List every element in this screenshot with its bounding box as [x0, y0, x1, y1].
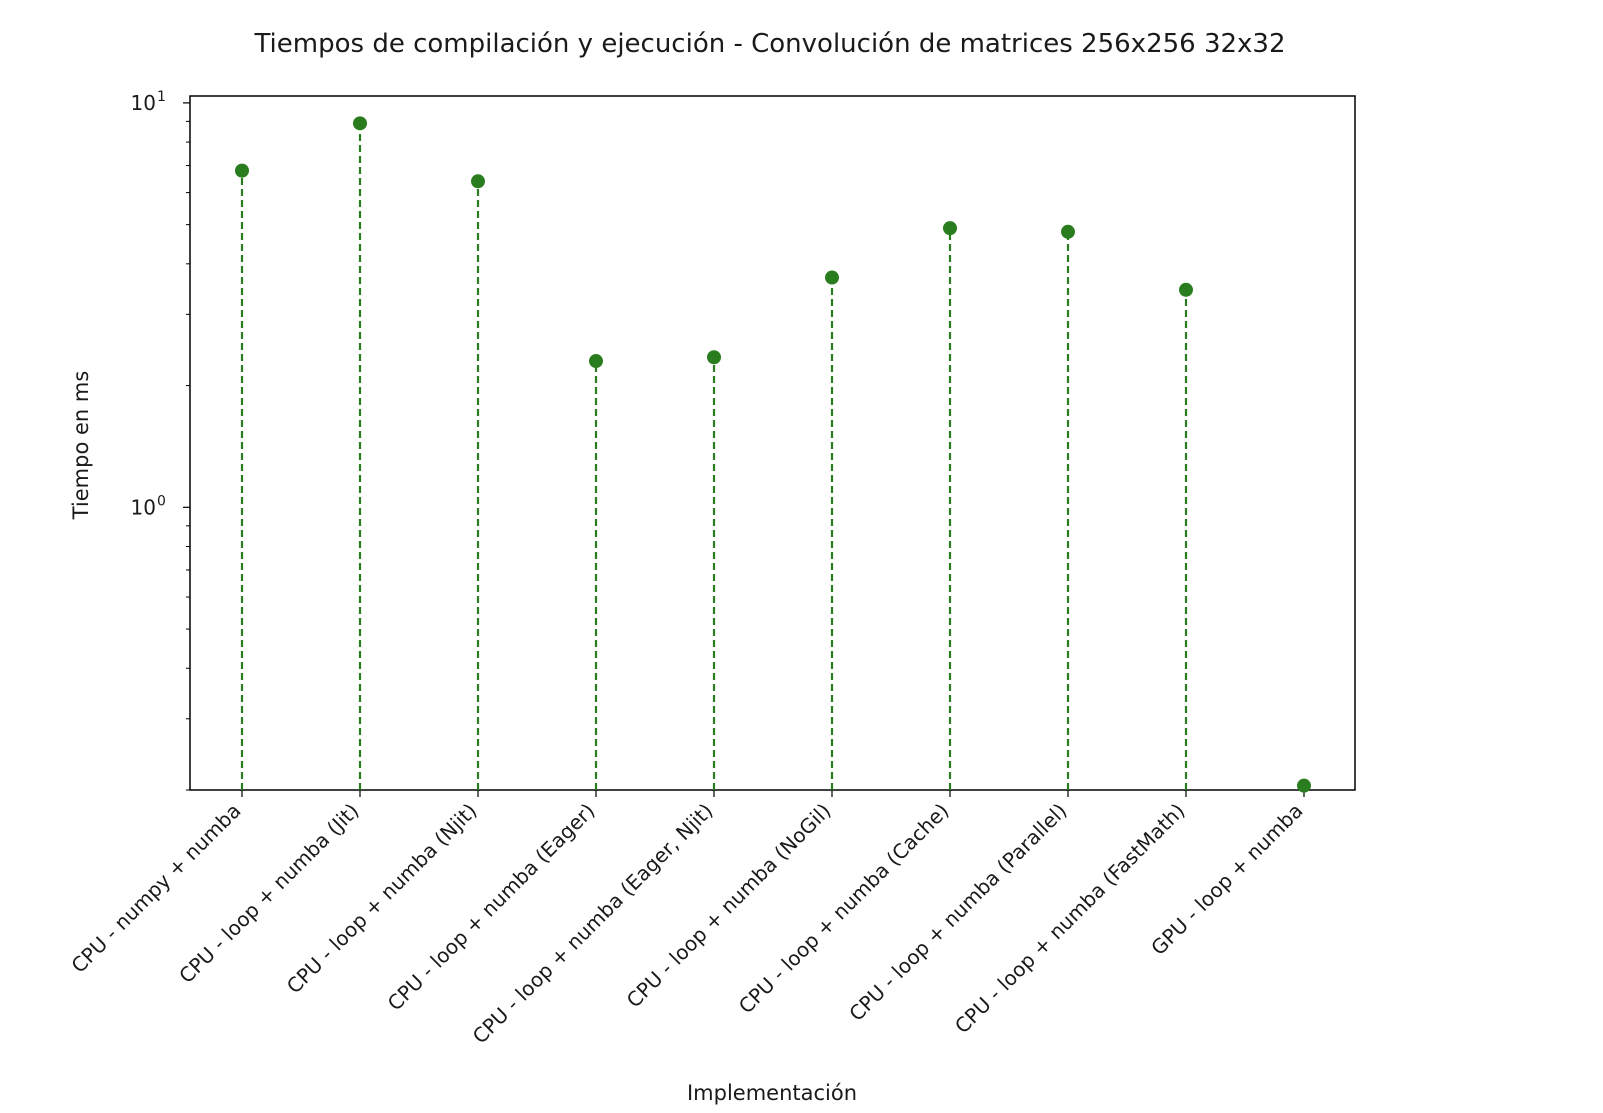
- x-tick-label: CPU - loop + numba (Eager): [383, 799, 600, 1016]
- data-point: [235, 163, 249, 178]
- data-point: [353, 116, 367, 131]
- x-tick-label: CPU - loop + numba (Njit): [282, 799, 482, 999]
- y-tick-label: 10: [131, 495, 156, 519]
- data-point: [1179, 282, 1193, 297]
- x-tick-label: CPU - loop + numba (Eager, Njit): [468, 799, 718, 1049]
- data-point: [471, 174, 485, 189]
- x-tick-label: CPU - loop + numba (Cache): [734, 799, 954, 1019]
- x-axis-label: Implementación: [687, 1081, 857, 1105]
- data-point: [1061, 224, 1075, 239]
- data-point: [943, 221, 957, 236]
- data-point: [589, 354, 603, 369]
- y-tick-label: 10: [131, 91, 156, 115]
- data-point: [707, 350, 721, 365]
- y-axis-label: Tiempo en ms: [69, 371, 93, 521]
- x-tick-label: CPU - loop + numba (FastMath): [950, 799, 1190, 1039]
- x-tick-label: CPU - loop + numba (NoGil): [622, 799, 836, 1013]
- y-tick-label-exponent: 1: [157, 89, 166, 105]
- plot-frame: [189, 95, 1356, 791]
- data-point: [825, 270, 839, 285]
- y-tick-label-exponent: 0: [157, 493, 166, 509]
- x-tick-label: CPU - loop + numba (Parallel): [844, 799, 1071, 1026]
- chart-title: Tiempos de compilación y ejecución - Con…: [253, 29, 1285, 59]
- data-point: [1297, 778, 1311, 793]
